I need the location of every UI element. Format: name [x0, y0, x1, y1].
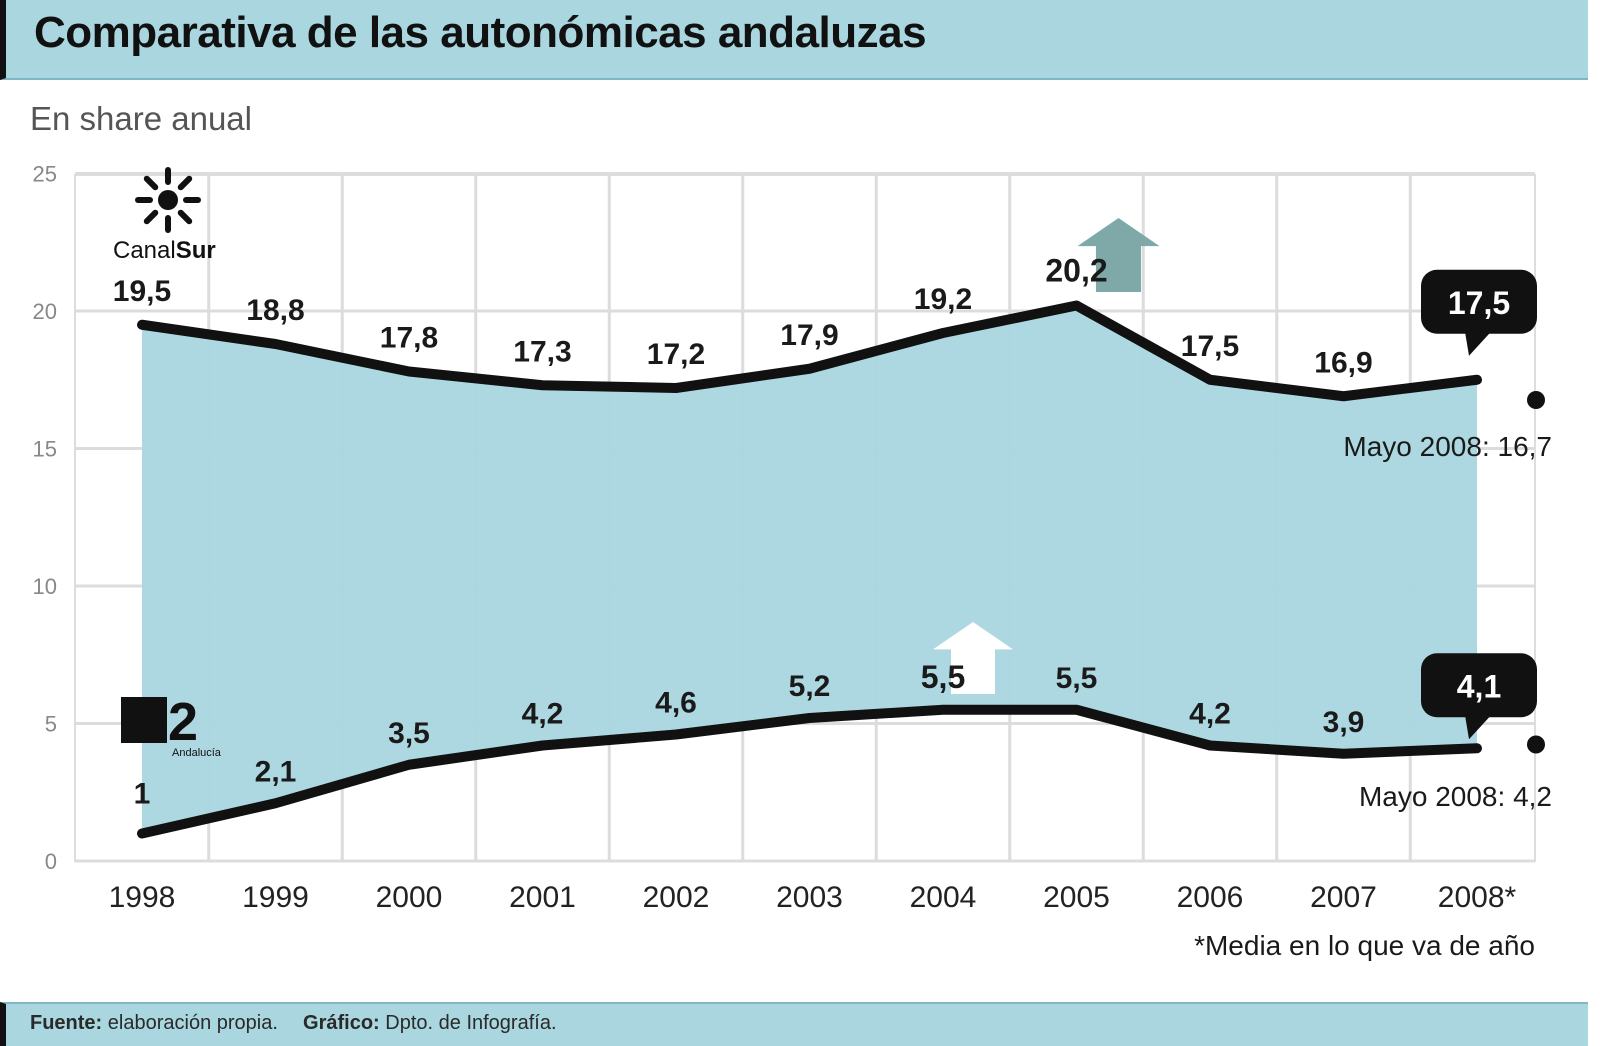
series-lines: [137, 300, 1482, 839]
data-label-canal_sur: 20,2: [1045, 253, 1107, 289]
series-line-canal_sur: [137, 300, 1482, 402]
data-label-canal_2: 5,5: [921, 659, 965, 695]
axis-ticks: 0 5 10 15 20 25 1998 1999 2000 2001 2002 2003 2004 20…: [33, 162, 1517, 915]
footnote: *Media en lo que va de año: [1194, 930, 1535, 961]
data-label-canal_2: 5,2: [789, 670, 831, 703]
series-fill-between: [142, 305, 1477, 834]
callout-value-canal_sur: 17,5: [1448, 285, 1510, 321]
footer-credits: Fuente: elaboración propia. Gráfico: Dpt…: [30, 1012, 557, 1035]
x-tick-label: 2002: [643, 881, 710, 914]
canal-2-logo-number: 2: [168, 692, 198, 752]
data-label-canal_2: 4,6: [655, 687, 697, 720]
data-label-canal_sur: 19,2: [914, 283, 972, 316]
callouts: 17,5 Mayo 2008: 16,7 4,1 Mayo 2008: 4,2: [1343, 269, 1552, 812]
y-tick-label: 0: [45, 849, 57, 874]
series-line-canal_2: [137, 704, 1482, 839]
may-2008-note-canal_sur: Mayo 2008: 16,7: [1343, 431, 1552, 462]
data-label-canal_2: 4,2: [522, 698, 564, 731]
sun-ray: [177, 209, 193, 225]
callout-box-canal_sur: [1421, 269, 1537, 334]
sun-ray: [143, 175, 159, 191]
data-label-canal_2: 4,2: [1189, 698, 1231, 731]
x-tick-label: 2007: [1310, 881, 1377, 914]
canal-2-logo-caption: Andalucía: [172, 747, 222, 759]
data-label-canal_2: 5,5: [1056, 662, 1098, 695]
y-tick-label: 5: [45, 712, 57, 737]
data-label-canal_sur: 16,9: [1314, 346, 1372, 379]
y-tick-label: 20: [33, 299, 57, 324]
footer-bar: Fuente: elaboración propia. Gráfico: Dpt…: [0, 1002, 1588, 1046]
data-label-canal_2: 3,9: [1323, 706, 1365, 739]
callout-box-canal_2: [1421, 653, 1537, 718]
data-label-canal_2: 3,5: [388, 717, 430, 750]
footer-graphic-value: Dpto. de Infografía.: [385, 1012, 557, 1034]
data-label-canal_2: 2,1: [255, 755, 297, 788]
svg-text:CanalSur: CanalSur: [113, 237, 216, 264]
callout-pointer-canal_2: [1465, 715, 1491, 740]
y-tick-label: 25: [33, 162, 57, 187]
data-label-canal_sur: 17,5: [1181, 330, 1239, 363]
x-tick-label: 2006: [1177, 881, 1244, 914]
sun-ray: [177, 175, 193, 191]
may-2008-note-canal_2: Mayo 2008: 4,2: [1359, 781, 1552, 812]
x-tick-label: 2005: [1043, 881, 1110, 914]
title-bar: Comparativa de las autonómicas andaluzas: [0, 0, 1588, 80]
canal-sur-logo-prefix: Canal: [113, 237, 176, 264]
footer-source-label: Fuente:: [30, 1012, 103, 1034]
canal-2-peak-arrow: [933, 622, 1013, 694]
canal-sur-logo: CanalSur: [113, 167, 216, 264]
callout-value-canal_2: 4,1: [1457, 668, 1501, 704]
callout-pointer-canal_sur: [1465, 331, 1491, 356]
data-label-canal_sur: 17,9: [780, 319, 838, 352]
data-label-canal_sur: 17,2: [647, 338, 705, 371]
x-tick-label: 1998: [109, 881, 176, 914]
may-2008-marker-canal_2: [1527, 735, 1545, 754]
data-labels: 19,5 18,8 17,8 17,3 17,2 17,9 19,2 20,2 17,5 16,9…: [113, 253, 1373, 811]
may-2008-marker-canal_sur: [1527, 391, 1545, 409]
canal-sur-logo-suffix: Sur: [176, 237, 216, 264]
chart-title: Comparativa de las autonómicas andaluzas: [34, 8, 927, 57]
sun-ray: [143, 209, 159, 225]
canal-sur-peak-arrow: [1077, 218, 1160, 292]
x-tick-label: 2004: [910, 881, 977, 914]
data-label-canal_sur: 19,5: [113, 275, 171, 308]
footer-source-value: elaboración propia.: [107, 1012, 278, 1034]
canal-2-logo: 2 Andalucía: [121, 692, 222, 759]
data-label-canal_sur: 17,8: [380, 322, 438, 355]
x-tick-label: 1999: [242, 881, 309, 914]
data-label-canal_sur: 18,8: [246, 294, 304, 327]
sun-icon: [135, 167, 201, 233]
chart-subtitle: En share anual: [30, 100, 252, 137]
fill-between-area: [142, 305, 1477, 834]
y-tick-label: 10: [33, 574, 57, 599]
x-tick-label: 2000: [376, 881, 443, 914]
x-tick-label: 2003: [776, 881, 843, 914]
x-tick-label: 2001: [509, 881, 576, 914]
line-chart: 19,5 18,8 17,8 17,3 17,2 17,9 19,2 20,2 17,5 16,9…: [33, 162, 1552, 962]
x-tick-label: 2008*: [1438, 881, 1517, 914]
data-label-canal_sur: 17,3: [513, 335, 571, 368]
y-tick-label: 15: [33, 437, 57, 462]
footer-graphic-label: Gráfico:: [303, 1012, 380, 1034]
highlight-arrows: [933, 218, 1160, 694]
data-label-canal_2: 1: [134, 778, 151, 811]
